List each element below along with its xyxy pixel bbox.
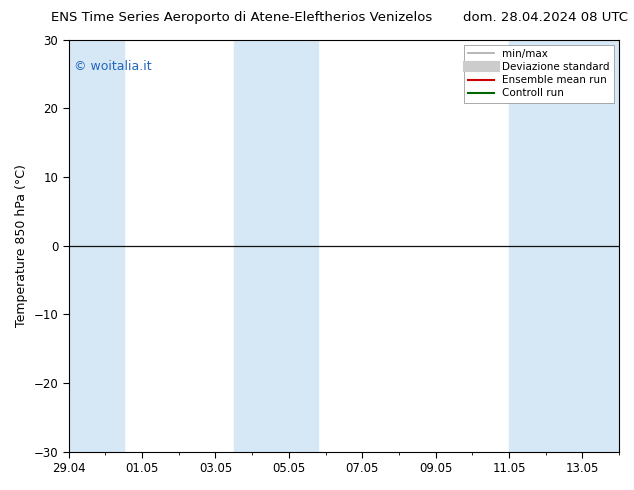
Text: ENS Time Series Aeroporto di Atene-Eleftherios Venizelos: ENS Time Series Aeroporto di Atene-Eleft… — [51, 11, 432, 24]
Bar — [65, 40, 124, 452]
Bar — [509, 40, 623, 452]
Legend: min/max, Deviazione standard, Ensemble mean run, Controll run: min/max, Deviazione standard, Ensemble m… — [463, 45, 614, 102]
Text: © woitalia.it: © woitalia.it — [74, 60, 152, 73]
Y-axis label: Temperature 850 hPa (°C): Temperature 850 hPa (°C) — [15, 164, 28, 327]
Text: dom. 28.04.2024 08 UTC: dom. 28.04.2024 08 UTC — [463, 11, 628, 24]
Bar — [234, 40, 318, 452]
